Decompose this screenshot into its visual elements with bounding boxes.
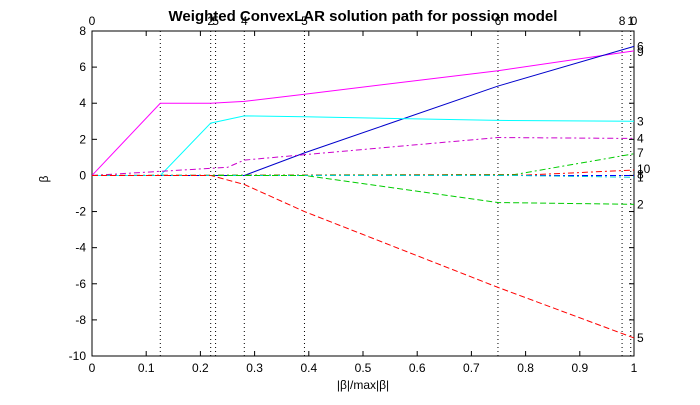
y-tick-label: 4 bbox=[79, 96, 86, 110]
top-breakpoint-label: 8 bbox=[619, 14, 626, 28]
x-tick-label: 0.2 bbox=[192, 361, 209, 375]
y-tick-label: 8 bbox=[79, 24, 86, 38]
y-tick-label: -8 bbox=[75, 313, 86, 327]
right-series-label: 7 bbox=[637, 146, 644, 160]
x-tick-label: 0.8 bbox=[517, 361, 534, 375]
x-tick-label: 1 bbox=[631, 361, 638, 375]
right-series-label: 1 bbox=[637, 170, 644, 184]
axes-box bbox=[92, 31, 634, 356]
right-series-label: 5 bbox=[637, 331, 644, 345]
top-breakpoint-label: 5 bbox=[301, 14, 308, 28]
series-line-9 bbox=[92, 51, 634, 176]
y-tick-label: 2 bbox=[79, 132, 86, 146]
y-tick-label: 6 bbox=[79, 60, 86, 74]
x-tick-label: 0.6 bbox=[409, 361, 426, 375]
series-line-7 bbox=[92, 154, 634, 176]
series-line-2 bbox=[92, 175, 634, 204]
x-axis-label: |β|/max|β| bbox=[337, 378, 389, 392]
right-series-label: 9 bbox=[637, 45, 644, 59]
top-breakpoint-label: 5 bbox=[212, 14, 219, 28]
x-tick-label: 0.7 bbox=[463, 361, 480, 375]
y-tick-label: -6 bbox=[75, 277, 86, 291]
x-tick-label: 0.9 bbox=[571, 361, 588, 375]
top-breakpoint-label: 4 bbox=[241, 14, 248, 28]
right-series-label: 2 bbox=[637, 197, 644, 211]
right-series-label: 4 bbox=[637, 131, 644, 145]
top-breakpoint-label: 0 bbox=[631, 14, 638, 28]
y-tick-label: -10 bbox=[69, 349, 87, 363]
x-tick-label: 0 bbox=[89, 361, 96, 375]
y-tick-label: -4 bbox=[75, 241, 86, 255]
series-line-3 bbox=[92, 116, 634, 176]
x-tick-label: 0.3 bbox=[246, 361, 263, 375]
x-tick-label: 0.4 bbox=[300, 361, 317, 375]
x-tick-label: 0.1 bbox=[138, 361, 155, 375]
top-breakpoint-label: 6 bbox=[495, 14, 502, 28]
series-line-4 bbox=[92, 138, 634, 176]
y-tick-label: 0 bbox=[79, 168, 86, 182]
y-axis-label: β bbox=[37, 175, 51, 182]
x-tick-label: 0.5 bbox=[355, 361, 372, 375]
series-line-5 bbox=[92, 175, 634, 338]
series-line-6 bbox=[92, 46, 634, 175]
y-tick-label: -2 bbox=[75, 205, 86, 219]
right-series-label: 3 bbox=[637, 114, 644, 128]
top-breakpoint-label: 0 bbox=[89, 14, 96, 28]
plot-area: 0 0.1 0.2 0.3 0.4 0.5 0.6 0.7 0.8 0.9 1 -10 -8 -6 -4 -2… bbox=[69, 14, 651, 375]
